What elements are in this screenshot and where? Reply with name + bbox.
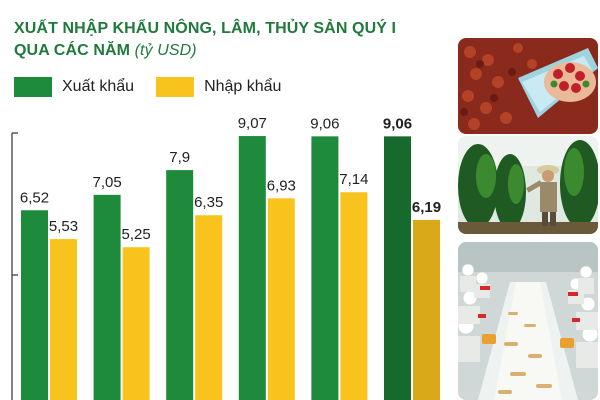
import-bar-4 (340, 192, 368, 400)
coffee-beans-icon (458, 38, 598, 134)
seafood-factory-icon (458, 242, 598, 400)
import-value-label-0: 5,53 (49, 218, 78, 235)
import-value-label-5: 6,19 (412, 199, 441, 216)
bar-chart: 6,525,53 7,05 5,25 7,9 6,35 9,07 6,93 9,06 7,14 9… (11, 115, 441, 400)
chart-title: XUẤT NHẬP KHẨU NÔNG, LÂM, THỦY SẢN QUÝ I… (14, 18, 434, 62)
export-value-label-1: 7,05 (92, 174, 121, 191)
export-value-label-3: 9,07 (238, 115, 267, 132)
pepper-farmer-photo (458, 136, 598, 234)
import-value-label-1: 5,25 (121, 226, 150, 243)
export-value-label-2: 7,9 (169, 149, 190, 166)
title-line-2: QUA CÁC NĂM (14, 42, 131, 59)
legend-swatch-import (156, 77, 195, 97)
export-value-label-0: 6,52 (20, 189, 49, 206)
import-value-label-2: 6,35 (194, 194, 223, 211)
coffee-beans-photo (458, 38, 598, 134)
export-bar-0 (21, 210, 48, 400)
import-bar-0 (50, 239, 77, 400)
legend-item-import: Nhập khẩu (156, 77, 281, 97)
chart-axis (11, 132, 18, 400)
chart-legend: Xuất khẩu Nhập khẩu (14, 76, 303, 98)
legend-swatch-export (14, 77, 52, 97)
export-value-label-5: 9,06 (383, 115, 412, 132)
bar-labels: 6,525,53 7,05 5,25 7,9 6,35 9,07 6,93 9,06 7,14 9… (20, 115, 441, 243)
import-bar-1 (122, 247, 150, 400)
bars (21, 136, 440, 400)
export-bar-1 (93, 194, 121, 400)
title-line-1: XUẤT NHẬP KHẨU NÔNG, LÂM, THỦY SẢN QUÝ I (14, 20, 397, 37)
legend-item-export: Xuất khẩu (14, 77, 134, 97)
legend-label-import: Nhập khẩu (204, 78, 282, 95)
export-bar-3 (238, 136, 266, 400)
legend-label-export: Xuất khẩu (62, 78, 135, 95)
export-bar-2 (166, 170, 194, 400)
seafood-factory-photo (458, 242, 598, 400)
import-bar-3 (267, 198, 295, 400)
photo-column (458, 38, 600, 400)
import-bar-2 (195, 215, 223, 400)
import-value-label-4: 7,14 (339, 171, 368, 188)
pepper-farmer-icon (458, 136, 598, 234)
import-value-label-3: 6,93 (267, 177, 296, 194)
title-unit: (tỷ USD) (134, 42, 197, 59)
import-bar-5 (413, 219, 440, 400)
export-bar-4 (311, 136, 339, 400)
export-value-label-4: 9,06 (310, 115, 339, 132)
export-bar-5 (384, 136, 411, 400)
